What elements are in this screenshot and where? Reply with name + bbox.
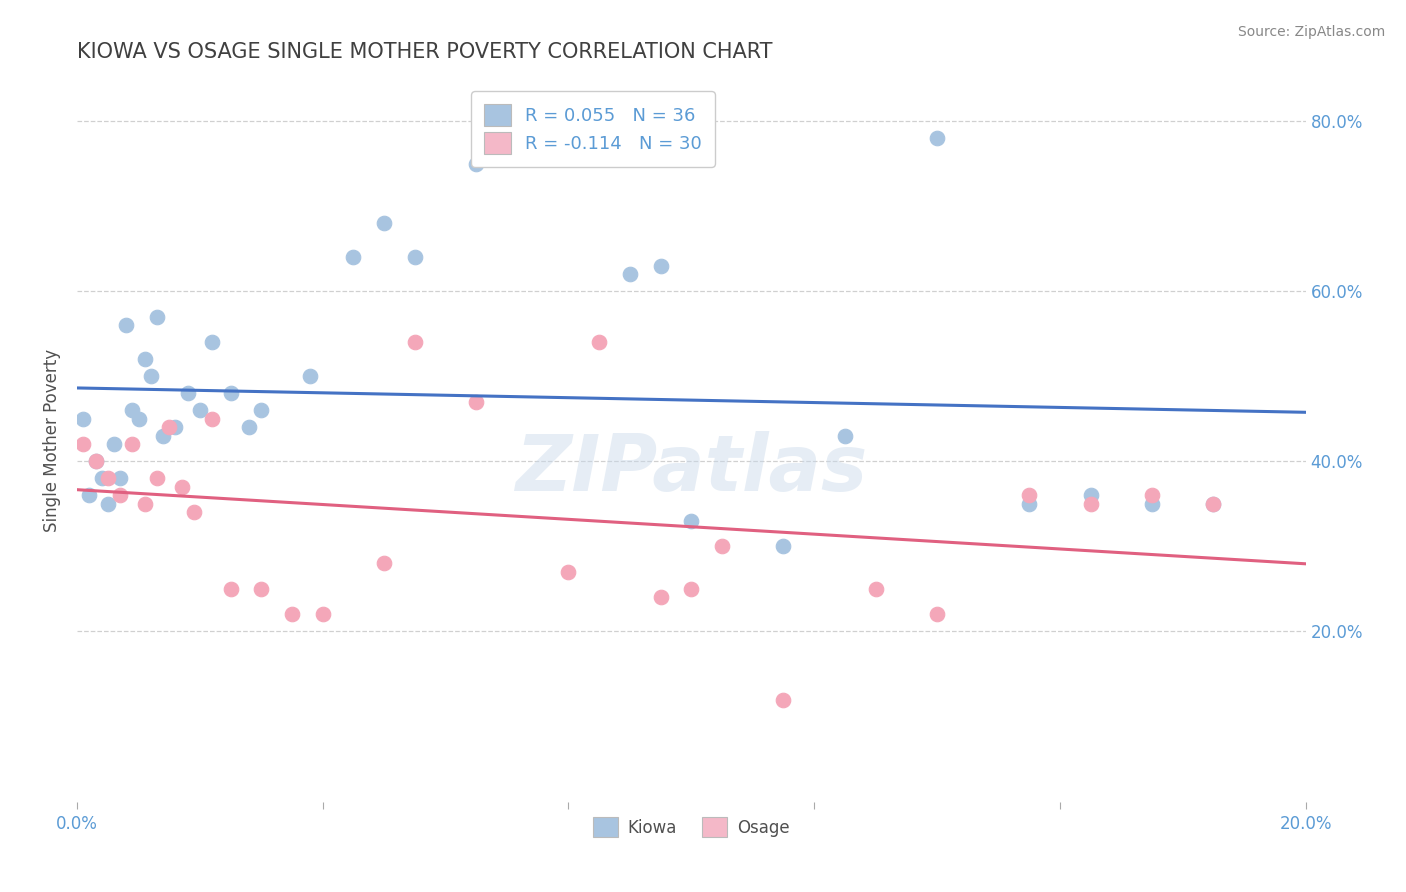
Point (588, 335, 610, 350)
Point (108, 471, 131, 485)
Point (711, 540, 734, 554)
Point (90, 471, 112, 485)
Text: Source: ZipAtlas.com: Source: ZipAtlas.com (1237, 25, 1385, 39)
Point (250, 403, 273, 417)
Point (219, 386, 242, 401)
Point (312, 607, 335, 622)
Point (1018, 488, 1040, 502)
Point (97, 497, 120, 511)
Point (1202, 497, 1225, 511)
Point (188, 403, 211, 417)
Text: ZIPatlas: ZIPatlas (515, 431, 868, 507)
Point (121, 437, 143, 451)
Point (134, 497, 156, 511)
Legend: Kiowa, Osage: Kiowa, Osage (586, 810, 796, 844)
Point (165, 420, 187, 434)
Point (925, 131, 948, 145)
Point (201, 335, 224, 350)
Point (1080, 497, 1102, 511)
Point (681, 514, 703, 528)
Point (170, 480, 193, 494)
Point (250, 582, 273, 596)
Point (772, 540, 794, 554)
Point (103, 437, 125, 451)
Point (465, 394, 488, 409)
Point (650, 591, 672, 605)
Point (1202, 497, 1225, 511)
Point (1140, 497, 1163, 511)
Point (465, 156, 488, 170)
Point (121, 403, 143, 417)
Point (128, 412, 150, 426)
Point (281, 607, 304, 622)
Point (176, 386, 198, 401)
Point (619, 267, 641, 281)
Point (79, 488, 101, 502)
Point (650, 259, 672, 273)
Point (1140, 488, 1163, 502)
Text: KIOWA VS OSAGE SINGLE MOTHER POVERTY CORRELATION CHART: KIOWA VS OSAGE SINGLE MOTHER POVERTY COR… (77, 42, 772, 62)
Point (865, 582, 887, 596)
Point (373, 557, 395, 571)
Point (134, 352, 156, 367)
Point (139, 369, 162, 384)
Point (404, 335, 426, 350)
Point (152, 429, 174, 443)
Point (201, 412, 224, 426)
Point (72, 412, 94, 426)
Point (84, 454, 107, 468)
Y-axis label: Single Mother Poverty: Single Mother Poverty (44, 349, 60, 532)
Point (183, 505, 205, 519)
Point (1080, 488, 1102, 502)
Point (404, 250, 426, 264)
Point (681, 582, 703, 596)
Point (557, 565, 579, 579)
Point (146, 471, 169, 485)
Point (772, 692, 794, 706)
Point (834, 429, 856, 443)
Point (1018, 497, 1040, 511)
Point (238, 420, 260, 434)
Point (342, 250, 364, 264)
Point (108, 488, 131, 502)
Point (925, 607, 948, 622)
Point (72, 437, 94, 451)
Point (97, 471, 120, 485)
Point (115, 318, 138, 333)
Point (84, 454, 107, 468)
Point (299, 369, 322, 384)
Point (146, 310, 169, 324)
Point (157, 420, 180, 434)
Point (219, 582, 242, 596)
Point (373, 216, 395, 230)
